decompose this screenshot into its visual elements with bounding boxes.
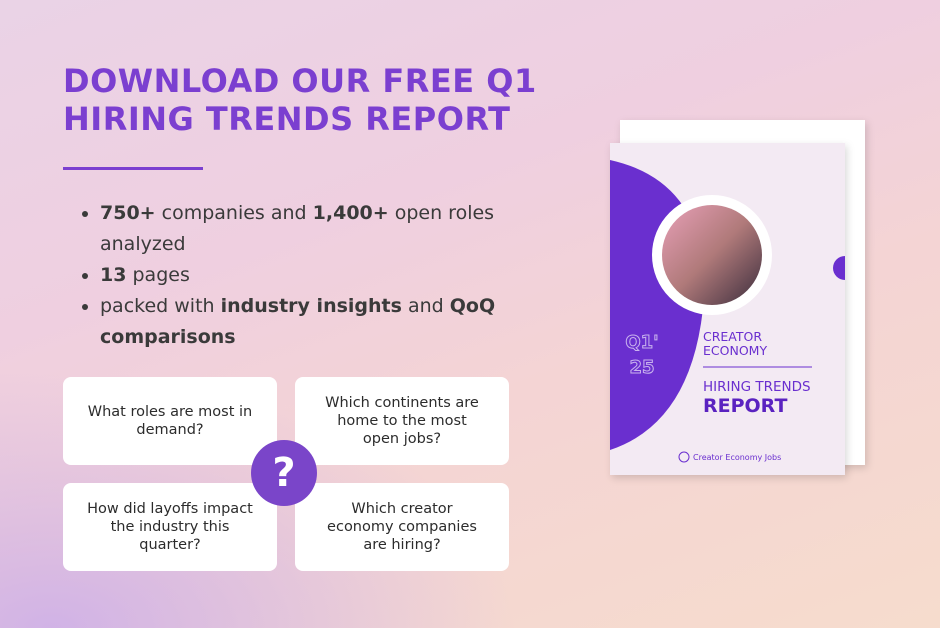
cover-quarter: Q1': [625, 332, 658, 353]
title: DOWNLOAD OUR FREE Q1 HIRING TRENDS REPOR…: [63, 62, 537, 138]
bullet-highlight: QoQ comparisons: [100, 295, 496, 348]
cover-title-bold: REPORT: [703, 395, 787, 417]
cover-year: 25: [629, 357, 654, 378]
question-card: Which continents are home to the most op…: [295, 377, 509, 465]
question-card: What roles are most in demand?: [63, 377, 277, 465]
bullet-text: pages: [126, 264, 190, 286]
title-underline: [63, 167, 203, 170]
bullet-highlight: 13: [100, 264, 127, 286]
cover-subtitle: ECONOMY: [703, 343, 767, 358]
question-icon: ?: [251, 440, 317, 506]
bullet-highlight: 750+: [100, 202, 156, 224]
bullet-text: and: [401, 295, 450, 317]
cover-title: HIRING TRENDS: [703, 379, 811, 395]
cover-subtitle: CREATOR: [703, 329, 762, 344]
bullet-list: 750+ companies and 1,400+ open roles ana…: [78, 198, 540, 353]
bullet-highlight: industry insights: [220, 295, 402, 317]
cover-dot: [833, 256, 845, 280]
bullet-text: packed with: [100, 295, 221, 317]
question-card: Which creator economy companies are hiri…: [295, 483, 509, 571]
brand-logo: [678, 451, 690, 463]
bullet-text: companies and: [155, 202, 313, 224]
cover-brand: Creator Economy Jobs: [693, 453, 781, 462]
bullet-text: open roles analyzed: [100, 202, 495, 255]
photo: [662, 205, 762, 305]
bullet-highlight: 1,400+: [312, 202, 389, 224]
question-card: How did layoffs impact the industry this…: [63, 483, 277, 571]
bullet: 13 pages: [100, 260, 540, 291]
bullet: 750+ companies and 1,400+ open roles ana…: [100, 198, 540, 260]
title-line: HIRING TRENDS REPORT: [63, 100, 511, 138]
title-line: DOWNLOAD OUR FREE Q1: [63, 62, 537, 100]
bullet: packed with industry insights and QoQ co…: [100, 291, 540, 353]
